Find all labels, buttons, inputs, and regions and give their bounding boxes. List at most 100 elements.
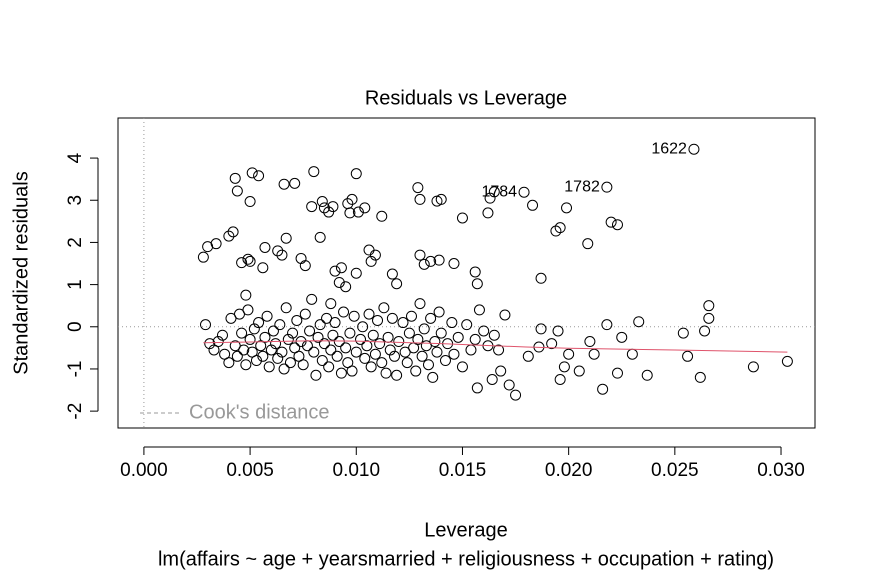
point-label: 1782 <box>564 178 600 195</box>
point <box>425 312 437 324</box>
point <box>488 186 500 198</box>
point <box>350 346 362 358</box>
point <box>365 255 377 267</box>
point <box>244 333 256 345</box>
point <box>304 325 316 337</box>
x-tick-label: 0.010 <box>333 460 381 481</box>
point <box>554 222 566 234</box>
y-tick-label: 4 <box>65 152 86 163</box>
point <box>429 336 441 348</box>
point <box>414 298 426 310</box>
point <box>386 312 398 324</box>
point <box>210 238 222 250</box>
point <box>236 327 248 339</box>
point <box>253 317 265 329</box>
point <box>527 199 539 211</box>
point <box>616 331 628 343</box>
point <box>448 348 460 360</box>
point <box>418 323 430 335</box>
point <box>240 289 252 301</box>
point <box>482 207 494 219</box>
point <box>216 329 228 341</box>
point <box>314 231 326 243</box>
point <box>312 331 324 343</box>
point <box>378 302 390 314</box>
point <box>503 379 515 391</box>
point <box>316 355 328 367</box>
smooth-line <box>203 340 788 353</box>
point <box>499 309 511 321</box>
point <box>427 371 439 383</box>
point <box>471 382 483 394</box>
point <box>229 172 241 184</box>
point <box>350 267 362 279</box>
y-tick-label: 3 <box>65 195 86 206</box>
point <box>346 365 358 377</box>
point <box>278 178 290 190</box>
point <box>357 321 369 333</box>
point <box>352 206 364 218</box>
point <box>280 232 292 244</box>
x-tick-label: 0.020 <box>545 460 593 481</box>
point <box>295 252 307 264</box>
point <box>448 258 460 270</box>
point <box>433 254 445 266</box>
point <box>677 327 689 339</box>
point <box>461 319 473 331</box>
point <box>446 317 458 329</box>
point <box>522 350 534 362</box>
point <box>355 333 367 345</box>
point <box>416 350 428 362</box>
point <box>435 327 447 339</box>
point <box>435 193 447 205</box>
point <box>338 306 350 318</box>
point <box>473 304 485 316</box>
y-tick-label: -1 <box>65 360 86 377</box>
point <box>563 348 575 360</box>
point <box>452 331 464 343</box>
point <box>414 193 426 205</box>
plot-frame <box>117 117 816 429</box>
point <box>327 329 339 341</box>
point <box>265 344 277 356</box>
y-tick-label: -2 <box>65 403 86 420</box>
point <box>425 255 437 267</box>
point-label: 1622 <box>651 140 687 157</box>
point <box>284 357 296 369</box>
point <box>291 314 303 326</box>
point <box>554 373 566 385</box>
point <box>316 196 328 208</box>
point <box>384 344 396 356</box>
point <box>456 212 468 224</box>
point <box>318 338 330 350</box>
point <box>329 317 341 329</box>
point <box>372 314 384 326</box>
point <box>703 300 715 312</box>
point <box>694 371 706 383</box>
point <box>561 202 573 214</box>
point <box>611 219 623 231</box>
point <box>276 346 288 358</box>
point <box>465 344 477 356</box>
chart-title: Residuals vs Leverage <box>365 87 567 109</box>
point <box>412 333 424 345</box>
point <box>335 262 347 274</box>
point <box>611 367 623 379</box>
point <box>270 338 282 350</box>
point <box>414 249 426 261</box>
point <box>380 367 392 379</box>
point <box>280 302 292 314</box>
point <box>274 319 286 331</box>
point <box>276 249 288 261</box>
point <box>433 306 445 318</box>
point <box>582 238 594 250</box>
point <box>471 278 483 290</box>
point <box>340 281 352 293</box>
point <box>306 293 318 305</box>
point <box>308 166 320 178</box>
point <box>289 177 301 189</box>
point <box>546 338 558 350</box>
point <box>333 276 345 288</box>
point <box>318 202 330 214</box>
